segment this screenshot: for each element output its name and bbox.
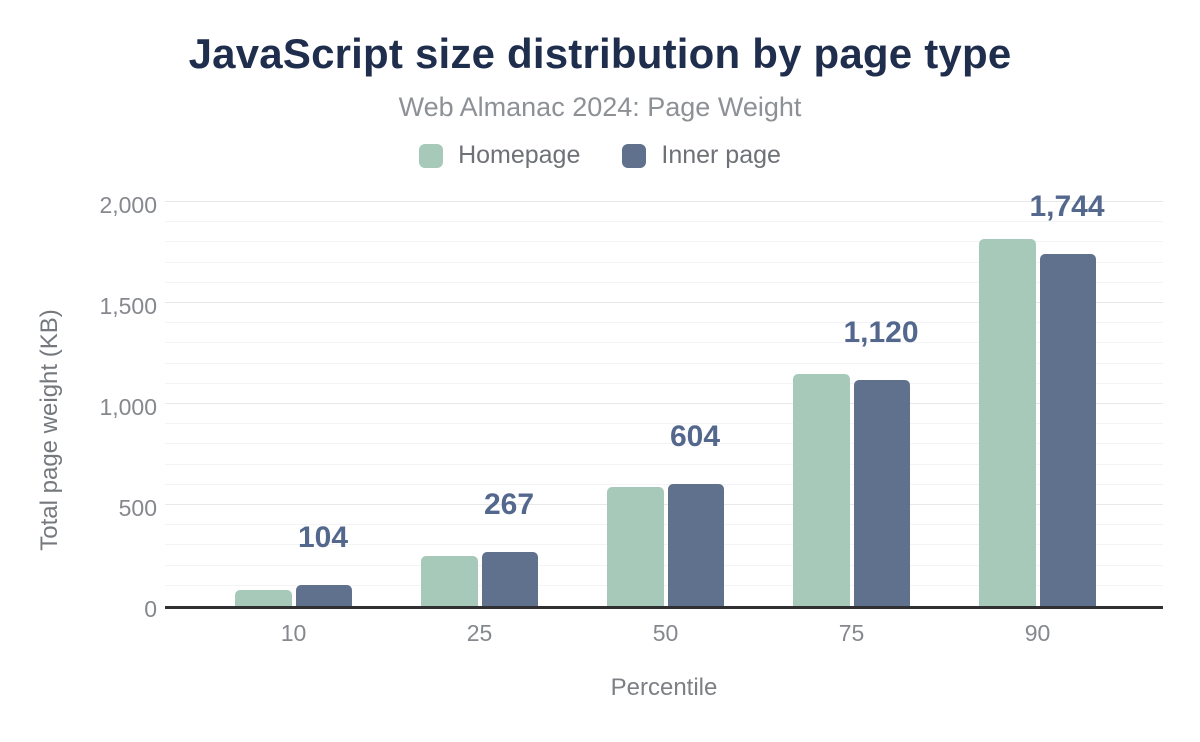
minor-gridline xyxy=(165,281,1163,283)
y-tick-label: 500 xyxy=(118,495,157,521)
bar-homepage-p10[interactable] xyxy=(235,590,292,606)
x-tick-label-p50: 50 xyxy=(652,620,679,646)
major-gridline xyxy=(165,403,1163,404)
bar-group-p75: 1,120 75 xyxy=(793,317,919,646)
bar-inner-page-p90[interactable] xyxy=(1039,253,1096,606)
x-tick-label-p75: 75 xyxy=(838,620,865,646)
legend-item-inner-page[interactable]: Inner page xyxy=(622,141,781,170)
minor-gridline xyxy=(165,423,1163,425)
major-gridline xyxy=(165,504,1163,505)
minor-gridline xyxy=(165,564,1163,566)
x-axis-title: Percentile xyxy=(610,674,718,701)
y-tick-label: 2,000 xyxy=(99,192,157,218)
bars-row: 104 10 267 25 604 50 1,120 75 1,744 90 xyxy=(165,191,1163,646)
bar-inner-page-p75[interactable] xyxy=(853,379,910,606)
bar-group-p10: 104 10 xyxy=(235,523,352,646)
y-tick-label: 0 xyxy=(144,596,157,622)
bar-homepage-p50[interactable] xyxy=(607,487,664,606)
y-tick-label: 1,500 xyxy=(99,293,157,319)
data-label-p25: 267 xyxy=(483,488,535,522)
minor-gridline xyxy=(165,342,1163,344)
minor-gridline xyxy=(165,544,1163,546)
minor-gridline xyxy=(165,524,1163,526)
legend-item-homepage[interactable]: Homepage xyxy=(419,141,580,170)
y-axis-tick-labels: 0 500 1,000 1,500 2,000 xyxy=(0,193,157,621)
y-tick-label: 1,000 xyxy=(99,394,157,420)
bar-inner-page-p25[interactable] xyxy=(481,552,538,606)
bar-group-p50: 604 50 xyxy=(607,422,724,646)
data-label-p75: 1,120 xyxy=(843,315,919,349)
chart-title: JavaScript size distribution by page typ… xyxy=(188,30,1012,77)
minor-gridline xyxy=(165,322,1163,324)
x-tick-label-p90: 90 xyxy=(1024,620,1051,646)
minor-gridline xyxy=(165,463,1163,465)
minor-gridline xyxy=(165,443,1163,445)
bar-inner-page-p10[interactable] xyxy=(295,585,352,606)
bar-homepage-p75[interactable] xyxy=(793,374,850,606)
legend: Homepage Inner page xyxy=(0,141,1200,170)
legend-swatch-homepage-icon xyxy=(419,143,444,168)
bar-homepage-p25[interactable] xyxy=(421,555,478,606)
bar-homepage-p90[interactable] xyxy=(979,238,1036,606)
data-label-p10: 104 xyxy=(297,521,349,554)
major-gridline xyxy=(165,302,1163,303)
gridlines xyxy=(165,201,1163,606)
legend-label-inner-page: Inner page xyxy=(661,141,781,169)
minor-gridline xyxy=(165,241,1163,243)
data-label-p50: 604 xyxy=(669,420,721,453)
minor-gridline xyxy=(165,261,1163,263)
chart-subtitle: Web Almanac 2024: Page Weight xyxy=(398,92,802,122)
major-gridline xyxy=(165,201,1163,202)
minor-gridline xyxy=(165,584,1163,586)
legend-swatch-inner-page-icon xyxy=(622,143,647,168)
bar-group-p90: 1,744 90 xyxy=(979,191,1105,646)
bar-inner-page-p50[interactable] xyxy=(667,484,724,606)
x-tick-label-p10: 10 xyxy=(280,620,307,646)
legend-label-homepage: Homepage xyxy=(458,141,581,169)
minor-gridline xyxy=(165,221,1163,223)
x-tick-label-p25: 25 xyxy=(466,620,493,646)
minor-gridline xyxy=(165,382,1163,384)
minor-gridline xyxy=(165,362,1163,364)
bar-group-p25: 267 25 xyxy=(421,490,538,646)
minor-gridline xyxy=(165,483,1163,485)
plot-area: 104 10 267 25 604 50 1,120 75 1,744 90 xyxy=(165,191,1163,646)
data-label-p90: 1,744 xyxy=(1029,189,1105,223)
